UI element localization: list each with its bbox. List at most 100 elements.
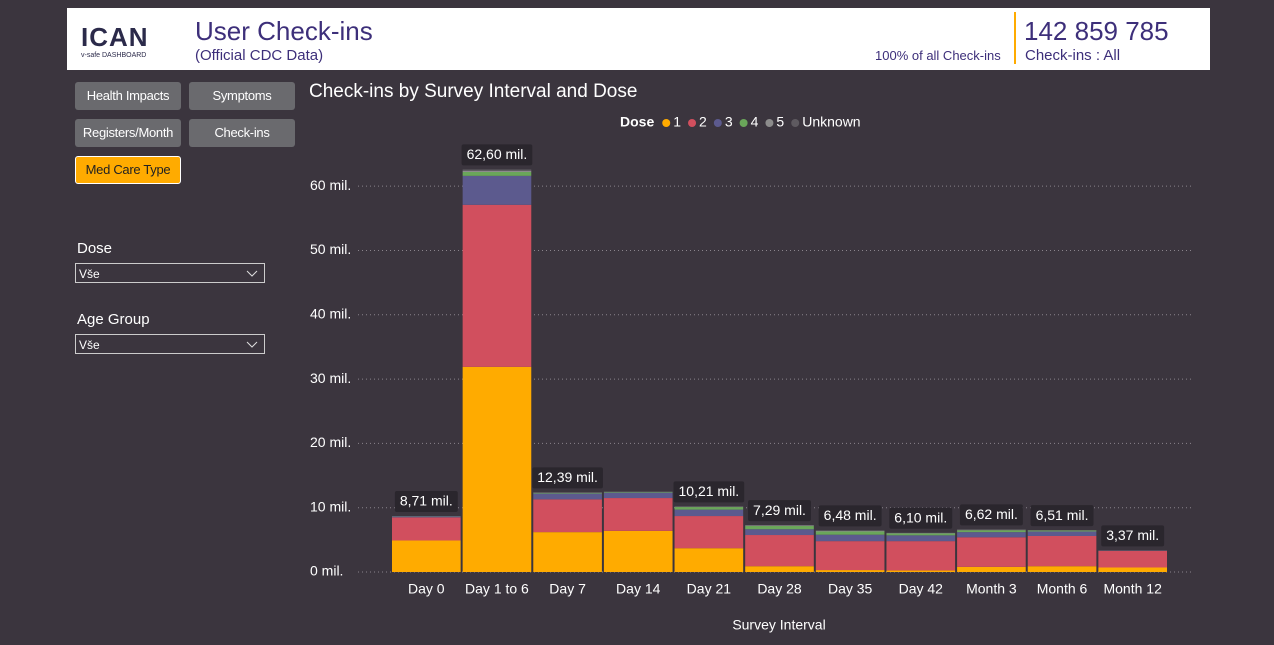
x-tick-label: Day 1 to 6 [465,581,529,597]
y-tick-label: 10 mil. [310,498,351,514]
bar-segment [674,516,744,549]
bar-segment [462,169,532,171]
total-label: 62,60 mil. [467,146,528,162]
bar-segment [957,529,1026,531]
total-label: 12,39 mil. [537,469,598,485]
nav-button-active[interactable]: Med Care Type [75,156,181,184]
page-subtitle: (Official CDC Data) [195,47,324,64]
nav-button[interactable]: Health Impacts [75,82,181,110]
kpi-value: 142 859 785 [1024,16,1169,46]
legend-label: 2 [699,114,707,130]
bar-segment [533,492,602,494]
total-label-bg [532,467,603,489]
bar-segment [957,566,1026,572]
bar-segment [533,493,602,500]
bar-segment [392,517,461,541]
legend-swatch [713,119,722,127]
bar-segment [886,541,956,571]
bar-segment [603,530,673,572]
legend-swatch [662,119,671,127]
bar-segment [462,366,532,572]
filter-label: Dose [77,240,113,257]
x-tick-label: Day 14 [616,581,661,597]
legend-swatch [765,119,774,127]
chart-title: Check-ins by Survey Interval and Dose [309,81,637,102]
total-label: 7,29 mil. [753,502,806,518]
legend-swatch [791,119,800,127]
y-tick-label: 40 mil. [310,305,351,321]
chevron [246,270,258,277]
legend-label: Unknown [802,114,860,130]
bar-segment [392,516,461,518]
y-tick-label: 30 mil. [310,370,351,386]
bar-segment [1027,531,1097,536]
dropdown[interactable]: Vše [75,334,265,354]
y-tick-label: 20 mil. [310,434,351,450]
bar-segment [533,532,602,572]
x-tick-label: Day 21 [687,581,732,597]
bar-segment [533,499,602,533]
total-label-bg [394,490,458,512]
bar-segment [745,525,814,527]
x-tick-label: Month 12 [1103,581,1162,597]
legend: Dose 1 2 3 4 5 Unknown [620,114,861,130]
bar-segment [957,537,1026,567]
nav-button[interactable]: Symptoms [189,82,295,110]
bar-segment [745,535,814,567]
bar-segment [462,204,532,367]
bar-segment [745,526,814,530]
x-tick-label: Month 6 [1037,581,1088,597]
total-label-bg [461,144,533,166]
bar-segment [392,540,461,572]
x-tick-label: Month 3 [966,581,1017,597]
bar-segment [674,507,744,510]
nav-button[interactable]: Registers/Month [75,119,181,147]
bar-segment [815,570,885,572]
legend-label: 4 [751,114,759,130]
y-tick-label: 0 mil. [310,563,343,579]
logo-subtitle: v-safe DASHBOARD [81,52,147,59]
bar-segment [674,548,744,572]
legend-swatch [688,119,697,127]
chevron [246,341,258,348]
legend-label: 1 [673,114,681,130]
total-label: 3,37 mil. [1106,527,1159,543]
dropdown[interactable]: Vše [75,263,265,283]
total-label-bg [748,500,811,522]
bar-segment [603,492,673,499]
total-label: 6,10 mil. [894,509,947,525]
bar-segment [603,491,673,493]
bar-segment [1098,567,1167,572]
y-tick-label: 60 mil. [310,177,351,193]
total-label-bg [889,507,953,529]
filter-label: Age Group [77,311,150,328]
x-tick-label: Day 0 [408,581,445,597]
total-label: 6,48 mil. [824,507,877,523]
bar-segment [957,532,1026,538]
separator [1014,12,1016,64]
bar-segment [886,535,956,542]
legend-swatch [739,119,748,127]
bar-segment [815,541,885,571]
dropdown-value: Vše [79,267,100,281]
legend-label: 5 [776,114,784,130]
bar-segment [886,570,956,572]
bar-segment [462,172,532,176]
total-label: 6,51 mil. [1036,507,1089,523]
total-label-bg [673,481,745,503]
nav-button[interactable]: Check-ins [189,119,295,147]
total-label-bg [959,504,1023,526]
total-label: 10,21 mil. [679,483,740,499]
legend-label: 3 [725,114,733,130]
bar-segment [886,533,956,536]
legend-title: Dose [620,114,654,130]
bar-segment [957,530,1026,533]
total-label-bg [1101,525,1165,547]
total-label-bg [1030,505,1094,527]
bar-segment [815,531,885,535]
total-label: 6,62 mil. [965,506,1018,522]
kpi-label: Check-ins : All [1025,47,1121,64]
x-tick-label: Day 35 [828,581,873,597]
header: ICAN v-safe DASHBOARD User Check-ins (Of… [67,8,1210,70]
